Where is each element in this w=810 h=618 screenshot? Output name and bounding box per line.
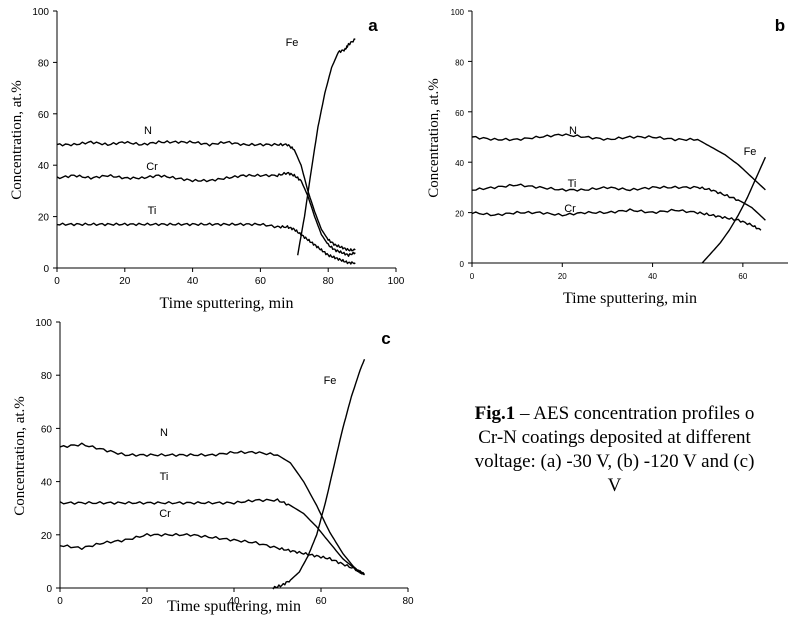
figure-caption: Fig.1 – AES concentration profiles o Cr-…: [419, 402, 810, 498]
panel-a-series-fe-label: Fe: [286, 37, 299, 49]
panel-c-y-tick-label: 20: [41, 531, 53, 542]
panel-c-y-tick-label: 100: [35, 318, 52, 329]
panel-a-series-cr-label: Cr: [146, 161, 158, 173]
panel-a-x-tick-label: 100: [388, 276, 405, 287]
panel-b-x-tick-label: 0: [470, 272, 475, 281]
panel-a-label: a: [368, 16, 378, 35]
panel-b-chart: 0 20 40 60 0 20 40 60 80 100 Time sputtering, min C…: [426, 8, 788, 307]
panel-c-series-fe-line: [272, 358, 366, 590]
panel-b-y-tick-label: 0: [460, 260, 465, 269]
panel-a-series-cr-line: [56, 171, 356, 257]
panel-c-label: c: [381, 329, 390, 348]
panel-b-y-axis-label: Concentration, at.%: [426, 78, 442, 198]
panel-b-y-tick-label: 20: [455, 210, 464, 219]
panel-b-y-tick-label: 100: [451, 8, 465, 17]
panel-a-series-fe-line: [297, 38, 356, 256]
panel-c-x-axis-label: Time sputtering, min: [167, 598, 301, 615]
panel-a-y-tick-label: 60: [38, 110, 50, 121]
panel-a-x-tick-label: 20: [119, 276, 131, 287]
panel-c-x-tick-label: 40: [228, 596, 240, 607]
caption-line-1-text: – AES concentration profiles o: [515, 403, 755, 424]
panel-a-series-n-label: N: [144, 125, 152, 137]
caption-fig-label: Fig.1: [474, 403, 516, 424]
panel-a-series-n-line: [56, 140, 356, 252]
panel-b-x-tick-label: 40: [648, 272, 657, 281]
panel-a-y-tick-label: 0: [43, 264, 49, 275]
panel-b-y-tick-label: 80: [455, 58, 464, 67]
panel-a-x-tick-label: 0: [54, 276, 60, 287]
panel-b-series-ti-line: [471, 183, 766, 221]
panel-c-series-fe-label: Fe: [324, 375, 337, 387]
panel-a-y-tick-label: 20: [38, 213, 50, 224]
panel-b-label: b: [775, 16, 785, 35]
panel-c-x-tick-label: 60: [315, 596, 327, 607]
panel-c-y-tick-label: 80: [41, 371, 53, 382]
panel-c-y-tick-label: 40: [41, 478, 53, 489]
panel-a-x-axis-label: Time sputtering, min: [159, 295, 293, 312]
panel-b-series-fe-line: [701, 156, 767, 264]
panel-c-series-ti-line: [59, 498, 366, 576]
caption-line-1: Fig.1 – AES concentration profiles o: [419, 402, 810, 426]
panel-c-y-axis-label: Concentration, at.%: [12, 396, 28, 516]
panel-b-x-tick-label: 20: [558, 272, 567, 281]
panel-b-series-cr-line: [471, 208, 762, 231]
panel-c-series-n-label: N: [160, 427, 168, 439]
panel-b-y-tick-label: 60: [455, 109, 464, 118]
panel-b-x-tick-label: 60: [738, 272, 747, 281]
panel-c-x-tick-label: 0: [57, 596, 63, 607]
panel-c-series-ti-label: Ti: [160, 471, 169, 483]
panel-a-x-tick-label: 40: [187, 276, 199, 287]
panel-c-chart: 0 20 40 60 80 0 20 40 60 80 100 Time sputtering, mi…: [12, 318, 414, 615]
panel-a-series-ti-line: [56, 222, 356, 265]
panel-c-x-tick-label: 80: [402, 596, 414, 607]
panel-c-y-tick-label: 60: [41, 424, 53, 435]
panel-a-x-tick-label: 60: [255, 276, 267, 287]
panel-b-series-cr-label: Cr: [564, 203, 576, 215]
panel-a-x-tick-label: 80: [323, 276, 335, 287]
panel-a-series-ti-label: Ti: [148, 205, 157, 217]
panel-a-chart: 0 20 40 60 80 100 0 20 40 60 80 100 Time sputtering,…: [9, 7, 405, 312]
panel-b-series-fe-label: Fe: [744, 146, 757, 158]
panel-a-y-tick-label: 80: [38, 58, 50, 69]
panel-c-series-n-line: [59, 442, 365, 576]
panel-a-y-axis-label: Concentration, at.%: [9, 80, 25, 200]
caption-line-3: voltage: (a) -30 V, (b) -120 V and (c): [474, 451, 755, 472]
caption-line-4: V: [607, 475, 622, 496]
panel-b-series-ti-label: Ti: [568, 178, 577, 190]
caption-line-2: Cr-N coatings deposited at different: [478, 427, 751, 448]
panel-c-series-cr-label: Cr: [159, 508, 171, 520]
panel-b-series-n-label: N: [569, 125, 577, 137]
panel-c-series-cr-line: [59, 532, 365, 576]
panel-c-y-tick-label: 0: [46, 584, 52, 595]
panel-a-y-tick-label: 100: [32, 7, 49, 18]
panel-c-x-tick-label: 20: [141, 596, 153, 607]
panel-a-y-tick-label: 40: [38, 161, 50, 172]
panel-b-y-tick-label: 40: [455, 159, 464, 168]
panel-b-series-n-line: [471, 133, 766, 191]
panel-b-x-axis-label: Time sputtering, min: [563, 290, 697, 307]
